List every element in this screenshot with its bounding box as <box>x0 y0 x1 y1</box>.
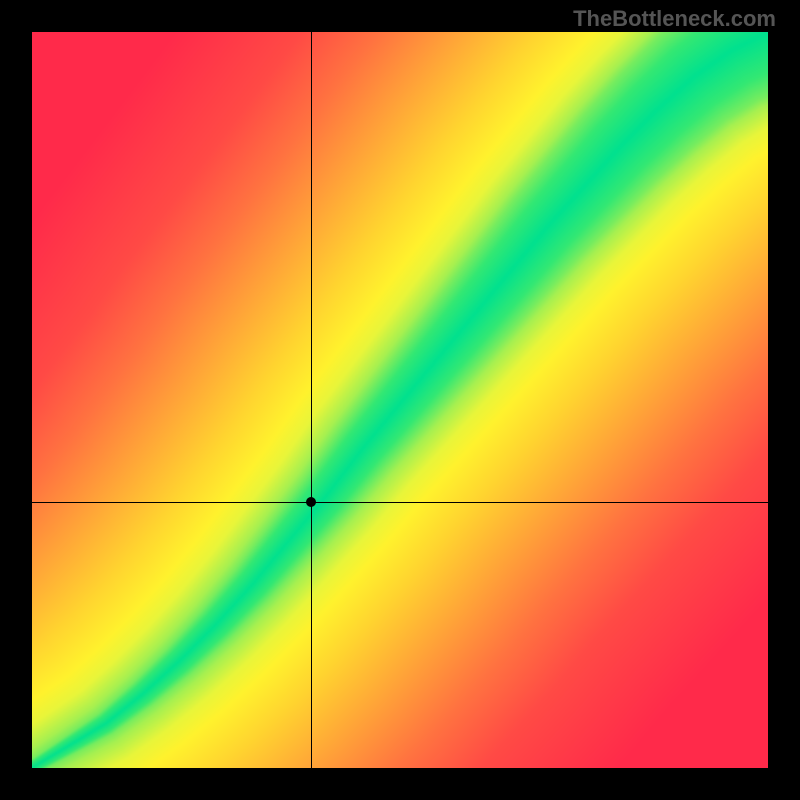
chart-container: TheBottleneck.com <box>0 0 800 800</box>
crosshair-marker <box>306 497 316 507</box>
watermark-text: TheBottleneck.com <box>573 6 776 32</box>
plot-area <box>32 32 768 768</box>
heatmap-canvas <box>32 32 768 768</box>
crosshair-vertical <box>311 32 312 768</box>
crosshair-horizontal <box>32 502 768 503</box>
